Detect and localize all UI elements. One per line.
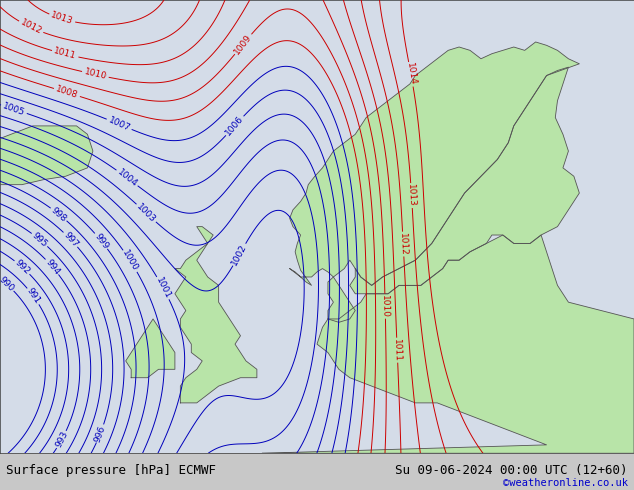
Text: 998: 998 [49,205,68,223]
Text: 1010: 1010 [83,68,108,81]
Text: 1014: 1014 [404,62,417,86]
Polygon shape [328,277,355,322]
Text: 1003: 1003 [135,202,157,224]
Polygon shape [350,67,579,294]
Text: 990: 990 [0,275,16,293]
Polygon shape [290,42,579,285]
Text: 1004: 1004 [115,167,139,189]
Text: 1006: 1006 [224,114,245,138]
Text: 1011: 1011 [53,47,77,61]
Text: 1009: 1009 [233,32,254,56]
Text: 1013: 1013 [49,11,74,26]
Text: 1012: 1012 [398,232,408,256]
Text: 993: 993 [54,430,70,449]
Text: Su 09-06-2024 00:00 UTC (12+60): Su 09-06-2024 00:00 UTC (12+60) [395,465,628,477]
Polygon shape [175,227,257,403]
Text: 1008: 1008 [55,84,79,100]
Text: Surface pressure [hPa] ECMWF: Surface pressure [hPa] ECMWF [6,465,216,477]
Text: 1007: 1007 [107,116,131,133]
Text: 995: 995 [30,231,49,249]
Text: 994: 994 [43,257,61,276]
Text: 996: 996 [93,424,107,443]
Polygon shape [0,126,93,185]
Text: 992: 992 [13,258,32,276]
Text: 1001: 1001 [154,276,172,300]
Polygon shape [262,235,634,453]
Text: 1002: 1002 [230,243,249,267]
Text: 1012: 1012 [18,18,43,36]
Text: 1013: 1013 [406,184,417,207]
Text: 999: 999 [93,231,110,251]
Text: ©weatheronline.co.uk: ©weatheronline.co.uk [503,478,628,488]
Text: 1000: 1000 [120,249,140,273]
Text: 991: 991 [25,287,42,306]
Text: 997: 997 [61,230,80,249]
Polygon shape [126,319,175,378]
Text: 1010: 1010 [380,294,390,318]
Text: 1011: 1011 [392,339,402,362]
Text: 1005: 1005 [2,101,26,117]
